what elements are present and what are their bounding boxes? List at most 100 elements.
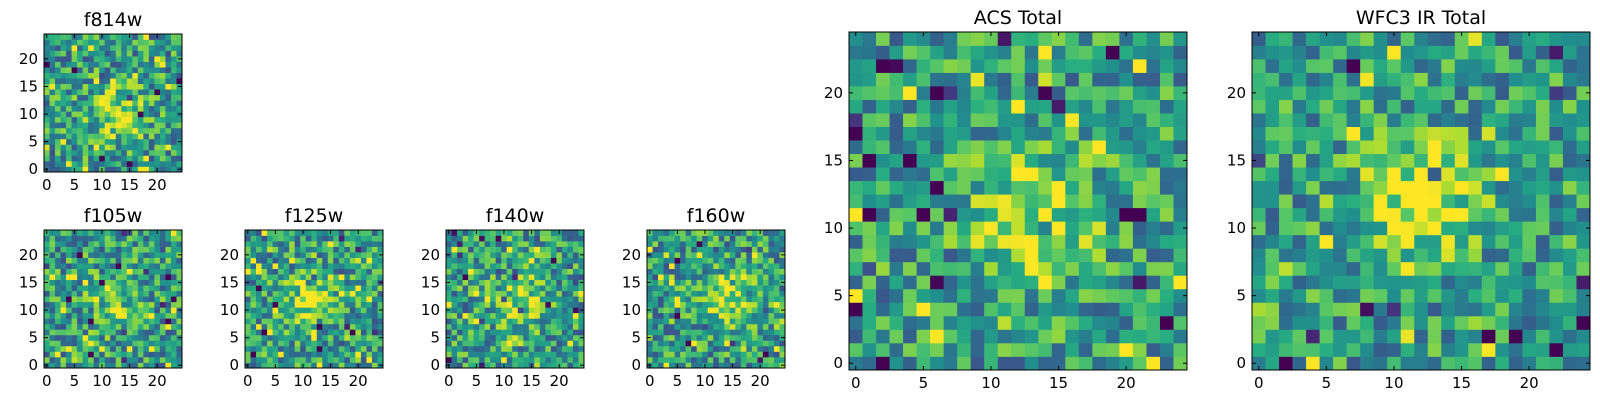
heatmap-cell	[1292, 86, 1307, 100]
heatmap-cell	[1173, 207, 1188, 222]
heatmap-cell	[176, 296, 183, 303]
heatmap-cell	[685, 235, 692, 242]
heatmap-cell	[984, 99, 999, 114]
heatmap-cell	[55, 100, 61, 107]
heatmap-cell	[702, 323, 709, 330]
heatmap-cell	[702, 307, 709, 314]
heatmap-cell	[707, 241, 714, 247]
heatmap-cell	[572, 235, 579, 242]
heatmap-cell	[137, 72, 144, 79]
heatmap-cell	[148, 318, 155, 325]
heatmap-cell	[44, 127, 50, 134]
heatmap-cell	[338, 329, 345, 336]
heatmap-cell	[159, 50, 166, 57]
heatmap-cell	[1522, 153, 1537, 168]
heatmap-cell	[104, 235, 111, 242]
heatmap-cell	[1078, 248, 1093, 263]
heatmap-cell	[272, 252, 279, 258]
heatmap-cell	[115, 34, 122, 40]
heatmap-cell	[159, 83, 166, 90]
heatmap-cell	[104, 155, 111, 162]
heatmap-cell	[93, 45, 100, 51]
heatmap-cell	[99, 329, 106, 336]
heatmap-cell	[1562, 329, 1577, 344]
heatmap-cell	[371, 257, 378, 264]
heatmap-cell	[567, 274, 574, 281]
heatmap-cell	[876, 99, 890, 114]
heatmap-cell	[333, 268, 340, 275]
heatmap-cell	[1306, 248, 1320, 263]
heatmap-cell	[746, 301, 753, 308]
heatmap-cell	[82, 50, 89, 57]
heatmap-cell	[680, 362, 686, 369]
heatmap-cell	[1508, 207, 1523, 222]
heatmap-cell	[245, 290, 251, 297]
heatmap-cell	[578, 263, 585, 269]
heatmap-cell	[93, 356, 100, 363]
heatmap-cell	[1065, 342, 1080, 357]
heatmap-cell	[1481, 153, 1496, 168]
heatmap-cell	[316, 268, 323, 275]
heatmap-cell	[256, 296, 262, 303]
heatmap-cell	[165, 100, 172, 107]
heatmap-cell	[724, 318, 731, 325]
heatmap-cell	[71, 105, 78, 112]
heatmap-cell	[44, 285, 50, 292]
heatmap-cell	[691, 329, 698, 336]
heatmap-cell	[724, 246, 731, 253]
heatmap-cell	[1360, 221, 1375, 236]
heatmap-cell	[691, 235, 698, 242]
heatmap-cell	[512, 274, 519, 281]
heatmap-cell	[545, 268, 552, 275]
heatmap-cell	[751, 257, 758, 264]
heatmap-cell	[495, 334, 502, 341]
heatmap-cell	[762, 274, 769, 281]
heatmap-cell	[1065, 194, 1080, 209]
heatmap-cell	[104, 127, 111, 134]
heatmap-cell	[49, 263, 56, 269]
heatmap-cell	[757, 307, 764, 314]
heatmap-cell	[512, 301, 519, 308]
heatmap-cell	[93, 155, 100, 162]
heatmap-cell	[143, 329, 150, 336]
heatmap-cell	[176, 100, 183, 107]
heatmap-cell	[1495, 113, 1510, 127]
heatmap-cell	[267, 329, 273, 336]
heatmap-cell	[360, 252, 367, 258]
heatmap-cell	[997, 275, 1012, 290]
heatmap-cell	[104, 307, 111, 314]
heatmap-cell	[773, 334, 780, 341]
heatmap-cell	[916, 342, 931, 357]
heatmap-cell	[506, 285, 513, 292]
heatmap-cell	[479, 252, 485, 258]
heatmap-cell	[1024, 342, 1039, 357]
heatmap-cell	[1427, 329, 1442, 344]
heatmap-cell	[735, 301, 742, 308]
heatmap-cell	[148, 111, 155, 118]
heatmap-cell	[1038, 59, 1053, 73]
heatmap-cell	[528, 252, 535, 258]
heatmap-cell	[647, 285, 653, 292]
heatmap-cell	[49, 34, 56, 40]
heatmap-cell	[1146, 113, 1161, 127]
heatmap-cell	[77, 89, 83, 96]
heatmap-cell	[1078, 194, 1093, 209]
heatmap-cell	[366, 279, 373, 286]
heatmap-cell	[121, 235, 128, 242]
x-tick-label: 20	[751, 372, 770, 390]
heatmap-cell	[862, 126, 877, 141]
heatmap-cell	[495, 268, 502, 275]
heatmap-cell	[647, 312, 653, 319]
heatmap-cell	[371, 268, 378, 275]
heatmap-cell	[49, 111, 56, 118]
heatmap-cell	[66, 252, 72, 258]
heatmap-cell	[99, 296, 106, 303]
heatmap-cell	[556, 241, 563, 247]
heatmap-cell	[261, 296, 268, 303]
heatmap-cell	[93, 111, 100, 118]
heatmap-cell	[44, 100, 50, 107]
heatmap-cell	[110, 329, 117, 336]
heatmap-cell	[539, 252, 546, 258]
heatmap-cell	[680, 340, 686, 347]
heatmap-cell	[702, 274, 709, 281]
